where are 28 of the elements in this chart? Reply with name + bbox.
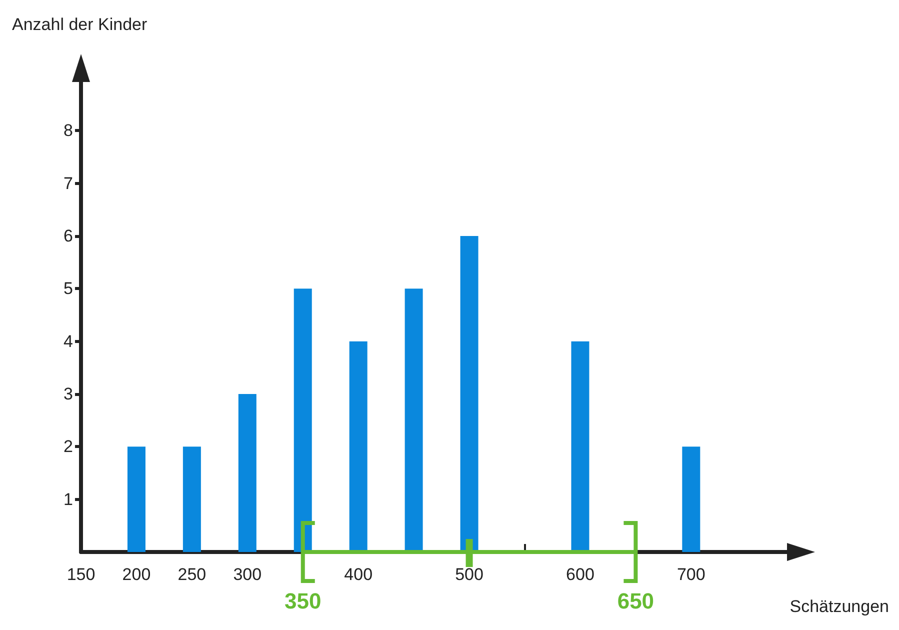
bar: [460, 236, 478, 552]
y-tick-label: 3: [64, 384, 73, 404]
x-axis-title: Schätzungen: [790, 597, 890, 616]
bar: [349, 341, 368, 552]
x-tick-label: 500: [455, 565, 484, 584]
bar: [404, 288, 423, 552]
bar: [682, 446, 700, 552]
bar: [182, 446, 201, 552]
x-tick-label: 200: [122, 565, 151, 584]
y-tick-label: 5: [64, 279, 73, 298]
x-tick-label: 400: [344, 565, 373, 584]
y-tick-label: 1: [64, 490, 73, 509]
bar: [127, 446, 146, 552]
x-tick-label: 700: [676, 565, 706, 584]
y-tick-label: 8: [64, 121, 73, 140]
annotation: 650: [617, 588, 654, 614]
y-tick-label: 2: [64, 437, 73, 456]
y-tick-label: 6: [64, 226, 73, 246]
x-tick-label: 250: [178, 565, 206, 584]
bar: [571, 341, 590, 552]
x-tick-label: 300: [233, 565, 262, 584]
y-axis-title: Anzahl der Kinder: [12, 15, 148, 34]
x-tick-label: 600: [566, 565, 594, 584]
x-tick-label: 150: [66, 565, 96, 584]
y-tick-label: 7: [64, 174, 73, 193]
y-tick-label: 4: [64, 332, 73, 351]
bar: [238, 394, 256, 552]
annotation: 350: [284, 588, 322, 614]
